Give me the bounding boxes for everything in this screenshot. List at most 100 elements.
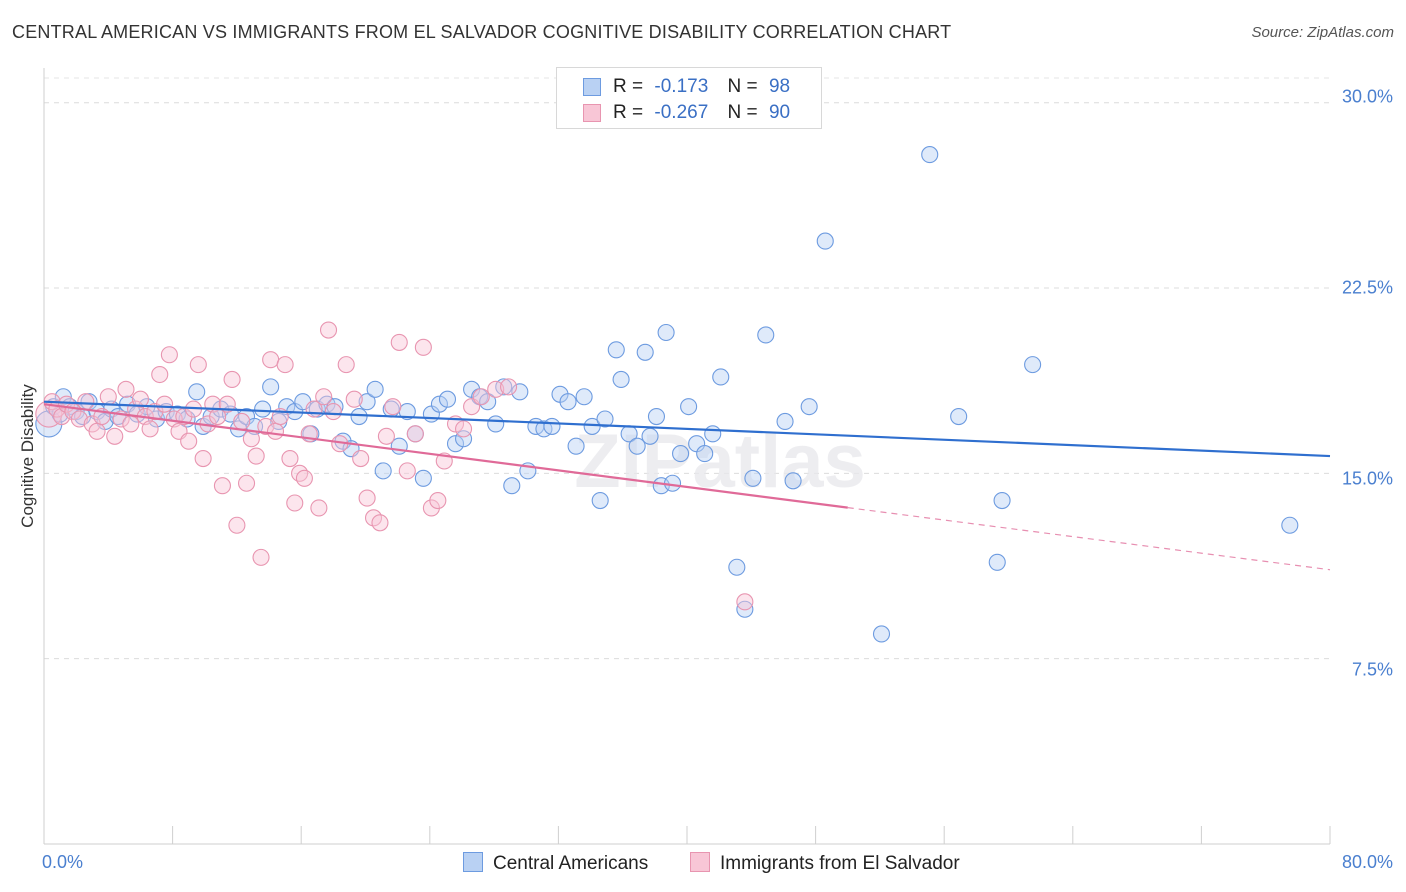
data-point xyxy=(122,415,140,433)
data-point xyxy=(254,400,272,418)
data-point xyxy=(237,474,256,492)
data-point xyxy=(712,368,730,386)
legend-swatch xyxy=(690,852,710,872)
data-point xyxy=(950,407,968,426)
data-point xyxy=(99,388,117,406)
data-point xyxy=(371,514,389,532)
data-point xyxy=(567,437,585,455)
data-point xyxy=(223,370,241,389)
r-value: -0.267 xyxy=(654,102,709,123)
data-point xyxy=(106,427,124,445)
data-point xyxy=(583,417,601,435)
data-point xyxy=(414,338,432,356)
data-point xyxy=(1281,516,1299,534)
data-point xyxy=(736,600,754,618)
data-point xyxy=(744,469,762,487)
data-point xyxy=(233,412,251,431)
y-tick-label: 22.5% xyxy=(1341,277,1393,298)
data-point xyxy=(612,370,630,389)
data-point xyxy=(657,323,675,342)
data-point xyxy=(324,403,342,421)
y-tick-label: 7.5% xyxy=(1351,659,1393,680)
source-label: Source: ZipAtlas.com xyxy=(1251,24,1394,41)
data-point xyxy=(266,422,285,440)
n-value: 90 xyxy=(768,102,791,123)
legend-label: Immigrants from El Salvador xyxy=(720,853,960,874)
data-point xyxy=(487,415,505,433)
data-point xyxy=(784,472,802,490)
data-point xyxy=(384,398,402,416)
legend-swatch xyxy=(583,104,601,122)
data-point xyxy=(543,417,561,435)
y-tick-label: 15.0% xyxy=(1341,468,1393,489)
data-point xyxy=(993,491,1011,510)
data-point xyxy=(194,449,212,468)
legend-item-immigrants-el-salvador[interactable]: Immigrants from El Salvador xyxy=(690,852,960,875)
data-point xyxy=(315,388,333,406)
data-point xyxy=(446,435,465,453)
data-point xyxy=(352,449,370,468)
data-point xyxy=(281,449,299,468)
data-point xyxy=(377,427,395,445)
legend-swatch xyxy=(583,78,601,96)
chart-title: CENTRAL AMERICAN VS IMMIGRANTS FROM EL S… xyxy=(12,22,952,42)
data-point xyxy=(872,625,891,643)
data-point xyxy=(503,477,521,495)
r-value: -0.173 xyxy=(654,76,709,97)
data-point xyxy=(641,427,659,445)
data-point xyxy=(672,445,690,463)
data-point xyxy=(257,417,275,435)
data-point xyxy=(438,390,457,408)
x-tick-label: 0.0% xyxy=(42,852,84,872)
data-point xyxy=(680,398,698,416)
data-point xyxy=(455,430,473,448)
data-point xyxy=(70,410,88,428)
data-point xyxy=(286,494,304,512)
data-point xyxy=(596,410,614,428)
x-tick-label: 80.0% xyxy=(1341,852,1393,872)
data-point xyxy=(374,462,392,480)
data-point xyxy=(628,437,646,455)
data-point xyxy=(472,388,490,406)
data-point xyxy=(757,326,775,344)
trend-line-extension xyxy=(847,507,1331,571)
data-point xyxy=(636,343,654,361)
data-point xyxy=(242,430,260,448)
data-point xyxy=(607,341,625,359)
data-point xyxy=(262,351,280,369)
data-point xyxy=(736,593,754,611)
data-point xyxy=(455,420,473,438)
data-point xyxy=(160,346,178,364)
data-point xyxy=(218,395,236,413)
data-point xyxy=(500,378,518,396)
data-point xyxy=(88,422,106,440)
data-point xyxy=(345,390,363,408)
data-point xyxy=(988,553,1006,571)
data-point xyxy=(591,491,609,510)
trend-lines xyxy=(43,400,1331,571)
data-point xyxy=(647,407,666,426)
data-point xyxy=(663,474,682,492)
data-point xyxy=(276,356,294,374)
data-point xyxy=(188,383,206,401)
data-point xyxy=(189,356,207,374)
trend-line xyxy=(43,400,1331,458)
data-point xyxy=(704,425,722,443)
data-point xyxy=(310,499,328,517)
data-point xyxy=(921,146,939,164)
data-point xyxy=(358,393,376,411)
data-point xyxy=(414,469,432,487)
data-point xyxy=(429,491,447,510)
watermark: ZIPatlas xyxy=(574,419,865,504)
data-point xyxy=(180,432,198,450)
data-point xyxy=(398,462,416,480)
data-point xyxy=(366,380,384,398)
legend-item-central-americans[interactable]: Central Americans xyxy=(463,852,648,875)
data-point xyxy=(151,365,169,384)
data-point xyxy=(252,548,270,566)
legend-label: Central Americans xyxy=(493,853,649,874)
series-central-americans xyxy=(35,146,1299,643)
data-point xyxy=(291,464,309,482)
data-point xyxy=(350,407,368,426)
data-point xyxy=(390,333,408,351)
